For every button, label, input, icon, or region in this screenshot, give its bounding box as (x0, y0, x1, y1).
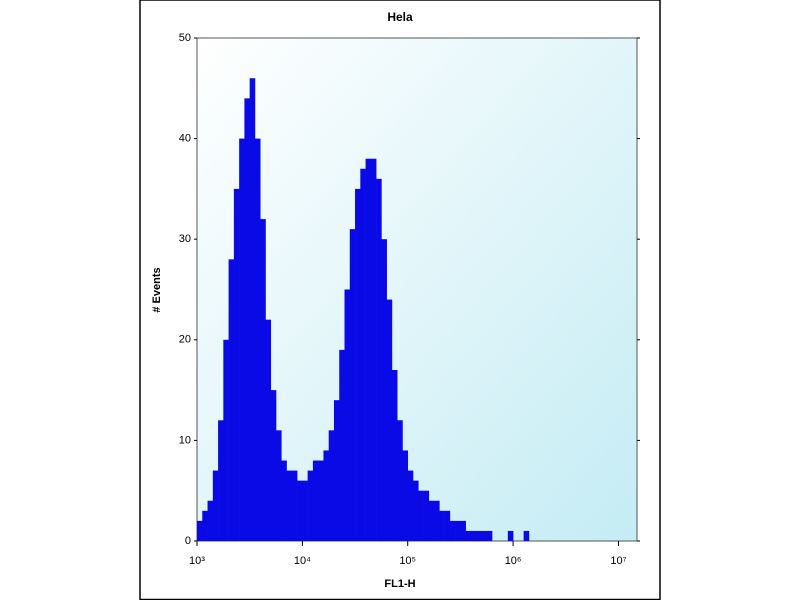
bar (386, 299, 393, 541)
bar (249, 78, 256, 542)
y-tick-label: 40 (179, 133, 191, 145)
bar (323, 450, 329, 541)
y-tick-label: 30 (179, 233, 191, 245)
bar (207, 500, 214, 541)
bar (376, 178, 382, 541)
bar (291, 470, 298, 541)
bar (297, 480, 303, 541)
bar (339, 349, 345, 541)
bar (276, 430, 282, 541)
bar (244, 98, 250, 542)
bar (439, 510, 445, 541)
bar (455, 520, 461, 541)
bar (486, 530, 493, 541)
bar (360, 168, 366, 541)
y-tick-label: 50 (179, 32, 191, 44)
bar (481, 530, 488, 541)
bar (428, 500, 435, 541)
bar (270, 390, 277, 541)
bar (460, 520, 466, 541)
bar (265, 319, 272, 541)
bar (286, 470, 293, 541)
chart-title: Hela (387, 10, 413, 24)
bar (233, 188, 240, 541)
bar (434, 500, 440, 541)
bar (218, 420, 224, 541)
bar (333, 400, 340, 541)
bar (381, 239, 387, 541)
bar (260, 219, 266, 541)
y-tick-label: 0 (185, 535, 191, 547)
y-tick-label: 10 (179, 434, 191, 446)
bar (470, 530, 477, 541)
y-tick-label: 20 (179, 334, 191, 346)
bar (507, 530, 514, 541)
bar (212, 470, 219, 541)
x-tick-label: 10³ (189, 555, 205, 567)
bar (281, 460, 287, 541)
bar (423, 490, 430, 541)
x-tick-label: 10⁴ (294, 555, 311, 567)
y-axis-label: # Events (151, 267, 163, 312)
x-tick-label: 10⁶ (505, 555, 522, 567)
bar (412, 480, 419, 541)
bar (365, 158, 372, 541)
bar (254, 138, 261, 541)
x-tick-label: 10⁵ (399, 555, 416, 567)
bar (202, 510, 208, 541)
bar (397, 420, 403, 541)
bar (349, 229, 356, 541)
bar (197, 520, 203, 541)
bar (302, 480, 308, 541)
bar (239, 138, 245, 541)
bar (391, 369, 398, 541)
bar (328, 430, 335, 541)
bar (407, 470, 414, 541)
bar (312, 460, 319, 541)
bar (402, 450, 409, 541)
bar (228, 259, 235, 541)
bar (223, 339, 229, 541)
bar (318, 460, 324, 541)
bar (418, 490, 424, 541)
bar (465, 530, 472, 541)
bar (307, 470, 314, 541)
bar (355, 188, 361, 541)
x-tick-label: 10⁷ (610, 555, 626, 567)
x-axis-label: FL1-H (384, 578, 415, 590)
bar (523, 530, 530, 541)
bar (370, 158, 377, 541)
bar (344, 289, 351, 541)
bar (449, 520, 456, 541)
bar (444, 510, 451, 541)
bar (476, 530, 482, 541)
